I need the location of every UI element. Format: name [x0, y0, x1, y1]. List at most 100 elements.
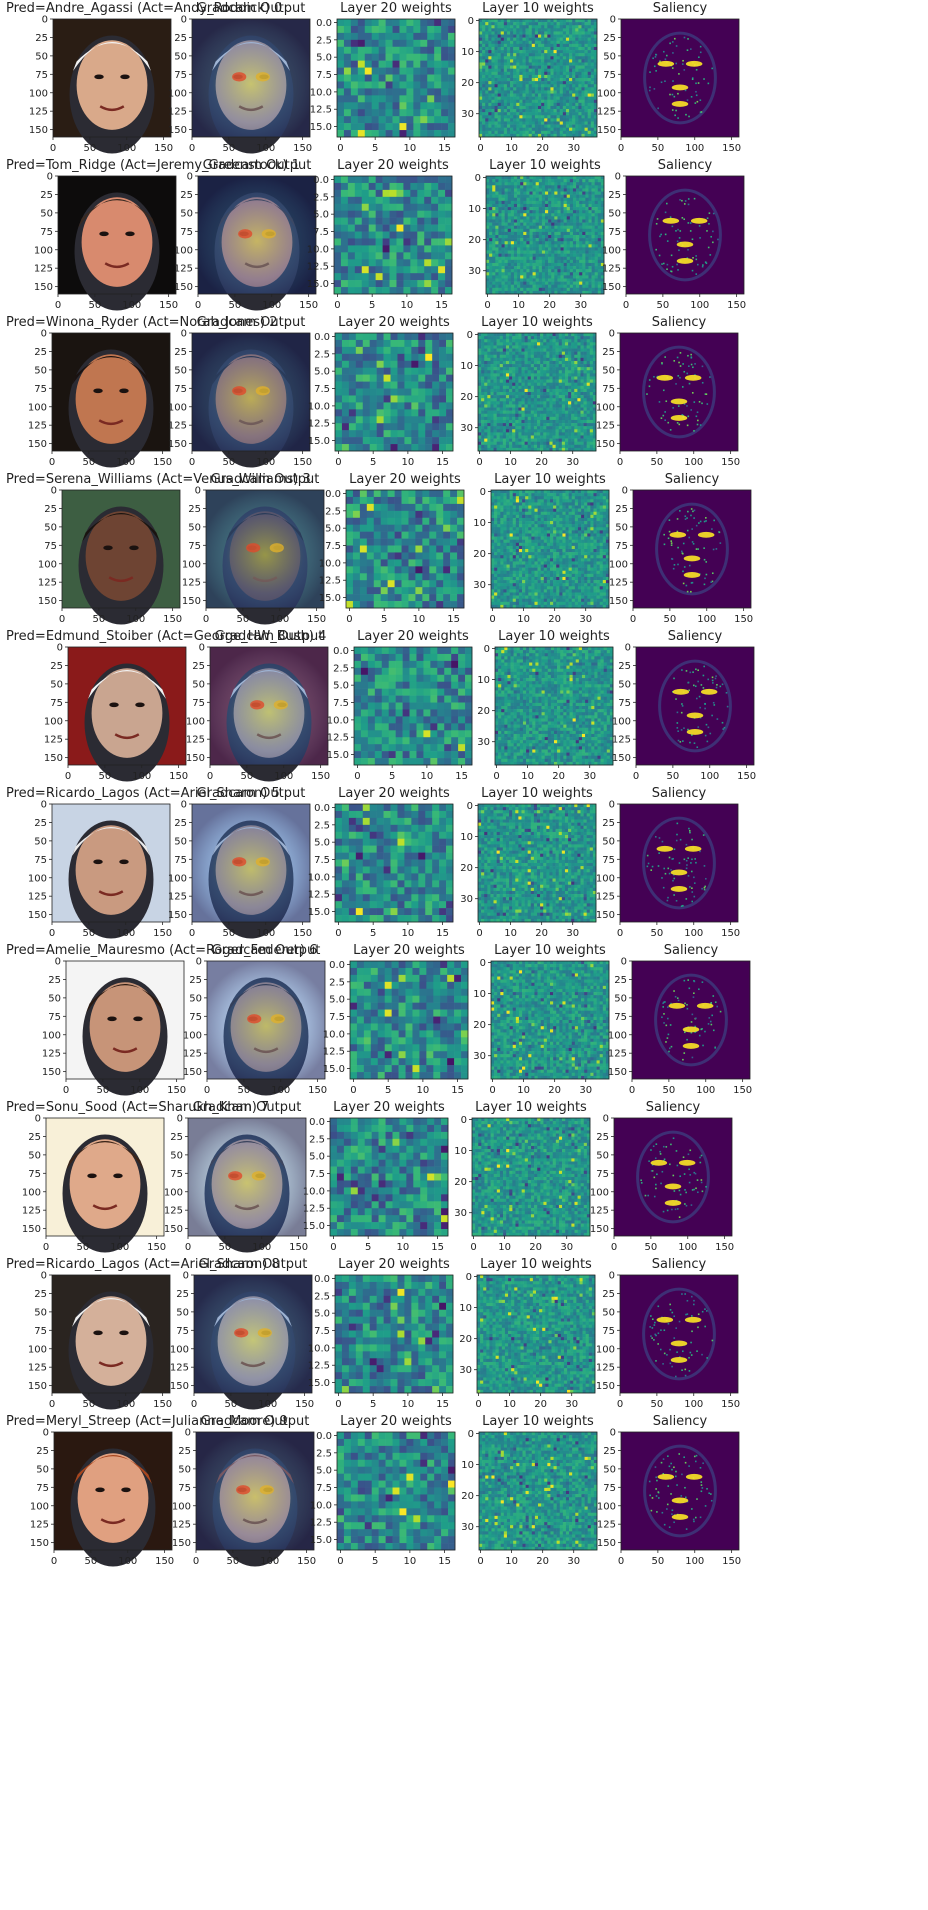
layer10-cell [517, 244, 521, 248]
layer10-cell [532, 266, 536, 270]
layer10-cell [584, 53, 588, 57]
layer10-cell [485, 127, 489, 132]
layer10-cell [564, 348, 569, 352]
layer10-cell [538, 65, 542, 69]
layer10-cell [559, 99, 564, 104]
layer10-cell [519, 62, 523, 66]
layer10-cell [479, 96, 483, 101]
layer20-cell [420, 19, 428, 27]
layer10-cell [571, 357, 575, 362]
layer10-cell [520, 207, 524, 211]
layer10-cell [583, 354, 587, 359]
saliency-pixel [671, 93, 674, 96]
layer10-cell [587, 43, 592, 48]
layer20-cell [341, 395, 350, 403]
layer10-cell [550, 133, 554, 138]
layer10-cell [498, 207, 502, 211]
layer10-cell [591, 176, 595, 180]
layer10-cell [581, 50, 585, 54]
saliency-pixel [677, 269, 679, 271]
gradcam-ytick-label: 100 [174, 245, 193, 256]
layer10-cell [495, 179, 499, 183]
layer10-cell [565, 74, 570, 79]
layer10-cell [544, 56, 548, 60]
layer10-cell [572, 87, 576, 91]
layer20-cell [362, 423, 371, 431]
layer10-cell [548, 179, 552, 183]
layer10-cell [497, 84, 502, 88]
layer10-cell [504, 253, 509, 258]
layer20-cell [335, 360, 343, 369]
layer10-cell [489, 222, 493, 226]
layer10-cell [528, 93, 533, 97]
layer10-cell [487, 336, 491, 340]
layer10-cell [533, 379, 538, 383]
layer10-cell [495, 228, 499, 233]
layer10-cell [564, 351, 569, 356]
layer10-cell [593, 59, 598, 63]
layer10-cell [597, 228, 602, 233]
layer10-cell [575, 31, 579, 35]
layer10-cell [503, 127, 508, 132]
layer10-cell [565, 115, 570, 119]
layer10-cell [513, 133, 517, 138]
layer10-cell [559, 90, 564, 94]
layer10-cell [572, 272, 577, 276]
layer10-cell [504, 185, 509, 189]
layer10-cell [499, 379, 504, 383]
layer10-cell [580, 333, 584, 337]
layer10-cell [491, 37, 495, 42]
layer10-cell [591, 259, 595, 264]
layer10-cell [482, 133, 486, 138]
layer10-cell [506, 59, 511, 63]
layer10-cell [553, 43, 557, 48]
layer10-cell [600, 259, 605, 264]
saliency-pixel [689, 230, 692, 232]
layer10-cell [553, 46, 557, 51]
layer10-cell [591, 278, 595, 282]
layer10-cell [555, 336, 560, 340]
layer10-cell [538, 228, 543, 233]
layer20-cell [418, 423, 426, 431]
layer10-cell [478, 354, 482, 359]
layer20-cell [425, 367, 433, 375]
layer10-cell [524, 360, 528, 365]
layer10-cell [504, 284, 509, 289]
layer10-cell [552, 367, 556, 371]
layer10-cell [528, 68, 533, 73]
layer10-cell [503, 93, 508, 97]
layer10-cell [569, 262, 574, 267]
layer10-cell [579, 188, 583, 192]
layer10-cell [497, 78, 502, 82]
layer10-cell [543, 370, 547, 374]
layer10-cell [586, 367, 591, 371]
layer10-cell [498, 259, 502, 264]
layer20-cell [417, 287, 425, 295]
layer10-cell [591, 188, 595, 192]
layer10-cell [532, 225, 536, 230]
layer10-cell [501, 262, 505, 267]
layer10-cell [501, 247, 505, 251]
layer10-cell [576, 200, 580, 205]
layer20-cell [337, 81, 345, 89]
layer10-cell [513, 56, 517, 60]
layer10-cell [484, 354, 488, 359]
layer10-cell [510, 272, 515, 276]
layer20-cell [347, 245, 356, 253]
saliency-pixel [695, 255, 697, 257]
layer10-cell [518, 354, 522, 359]
layer10-cell [504, 179, 509, 183]
layer20-cell [438, 273, 446, 281]
layer10-cell [578, 40, 582, 45]
layer10-cell [569, 222, 574, 226]
layer20-cell [382, 245, 390, 253]
layer20-cell [343, 39, 352, 48]
layer10-cell [495, 256, 499, 261]
layer20-cell [357, 60, 366, 68]
layer10-cell [559, 112, 564, 116]
layer10-cell [547, 22, 551, 26]
layer10-cell [588, 225, 592, 230]
layer10-cell [530, 370, 535, 374]
layer10-cell [584, 96, 588, 101]
layer10-cell [579, 241, 583, 245]
